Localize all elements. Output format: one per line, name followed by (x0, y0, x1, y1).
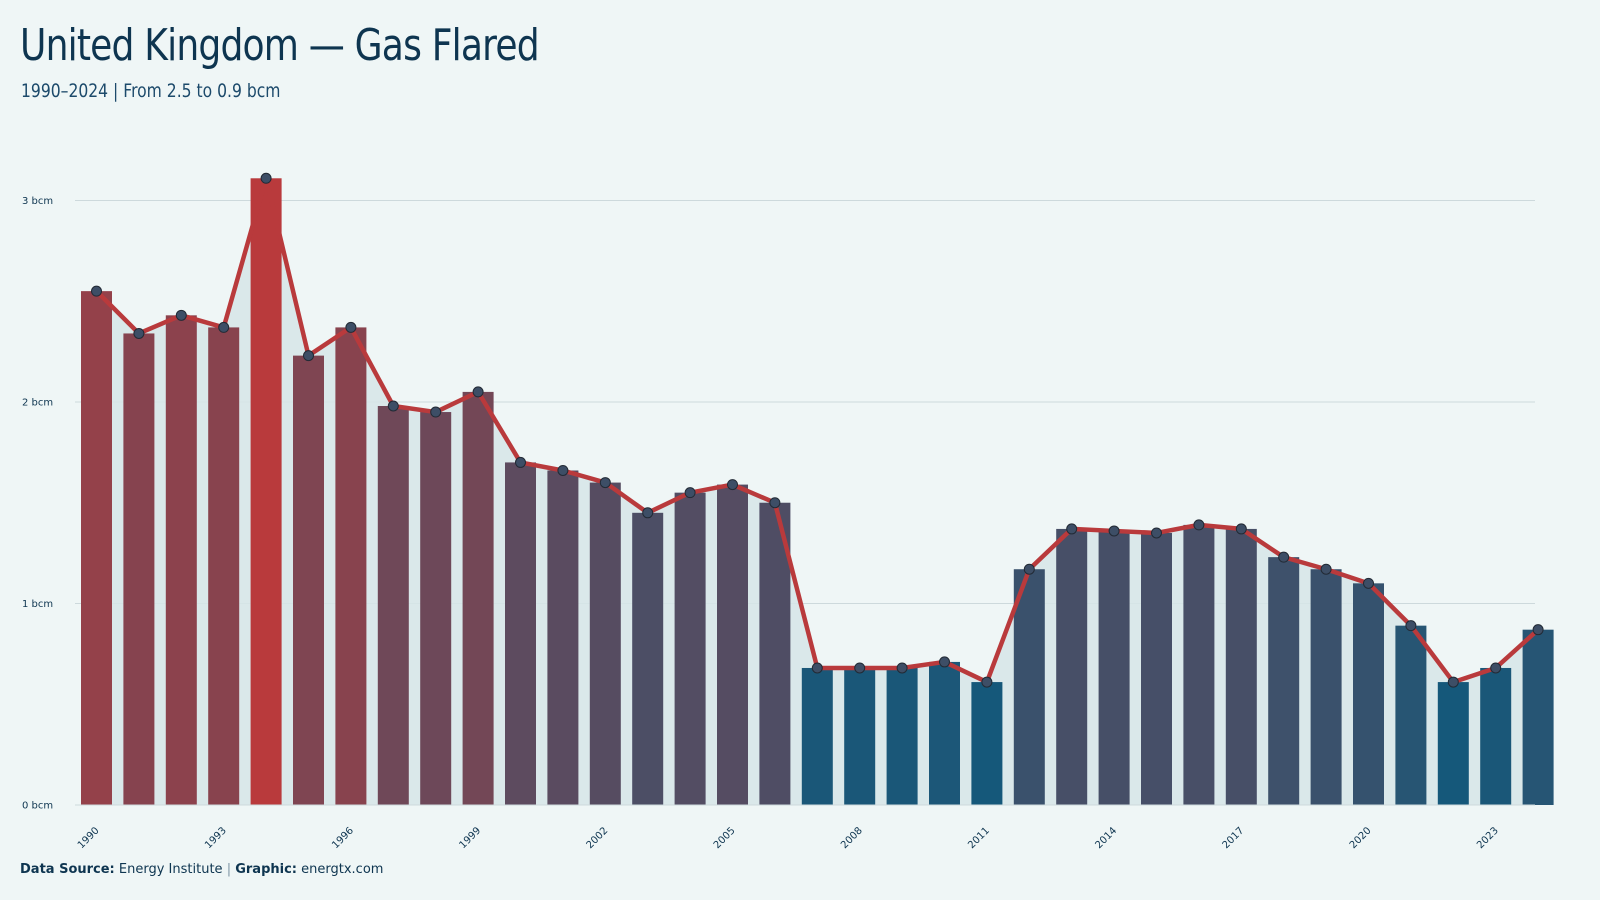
x-tick-label: 1993 (203, 825, 229, 851)
bar (81, 291, 112, 805)
bar (632, 512, 664, 805)
data-point (472, 386, 484, 398)
bar (971, 682, 1003, 805)
footer-credits: Data Source: Energy Institute | Graphic:… (20, 862, 383, 877)
data-point (1235, 523, 1247, 535)
bar (844, 667, 876, 805)
data-point (981, 676, 993, 688)
bar (1395, 625, 1427, 805)
bar (759, 502, 791, 805)
data-point (854, 662, 866, 674)
data-point (430, 406, 442, 418)
bar (1480, 667, 1512, 805)
bar (589, 482, 621, 805)
bar (674, 492, 706, 805)
graphic-value: energtx.com (301, 862, 384, 877)
data-point (1405, 620, 1417, 632)
data-point (345, 321, 357, 333)
bar (717, 484, 748, 805)
x-tick-label: 1996 (330, 825, 356, 851)
data-point (599, 477, 611, 489)
data-point (218, 321, 230, 333)
data-point (684, 487, 696, 499)
data-point (811, 662, 823, 674)
data-point (1490, 662, 1502, 674)
y-tick-label: 3 bcm (22, 196, 53, 207)
x-tick-label: 1999 (457, 825, 483, 851)
x-tick-label: 2008 (839, 825, 865, 851)
bar (250, 178, 282, 806)
bar (929, 661, 960, 805)
data-point (1193, 519, 1205, 531)
source-label: Data Source: (20, 862, 115, 877)
data-point (896, 662, 908, 674)
data-point (1532, 624, 1544, 636)
bar (1522, 629, 1554, 805)
bar (1353, 583, 1384, 805)
data-point (1151, 527, 1162, 539)
data-point (133, 327, 145, 339)
data-point (1108, 525, 1120, 537)
bar (886, 667, 918, 805)
data-point (387, 400, 399, 412)
x-tick-label: 2017 (1221, 825, 1247, 851)
bar (123, 333, 155, 805)
data-point (769, 497, 781, 509)
x-tick-label: 2020 (1348, 825, 1374, 851)
graphic-label: Graphic: (235, 862, 297, 877)
bar (1437, 682, 1469, 805)
bar (420, 412, 452, 805)
data-point (727, 479, 738, 491)
bar (1310, 569, 1342, 805)
data-point (1023, 563, 1035, 575)
bar (1141, 532, 1172, 805)
data-point (260, 172, 272, 184)
bar (1268, 557, 1300, 805)
chart-title: United Kingdom — Gas Flared (20, 20, 540, 71)
data-point (1278, 551, 1290, 563)
x-tick-label: 2005 (712, 825, 738, 851)
data-point (1447, 676, 1459, 688)
bar (377, 406, 409, 805)
bar (505, 462, 536, 805)
bar (293, 355, 324, 805)
source-value: Energy Institute (118, 862, 223, 877)
data-point (1320, 563, 1332, 575)
x-tick-label: 2023 (1475, 825, 1501, 851)
x-tick-label: 2002 (585, 825, 611, 851)
data-point (1363, 577, 1374, 589)
data-point (515, 456, 526, 468)
data-point (939, 656, 950, 668)
bar (1013, 569, 1045, 805)
bar (801, 667, 833, 805)
x-tick-label: 1990 (76, 825, 102, 851)
bar (208, 327, 240, 805)
bar (462, 391, 494, 805)
data-point (642, 507, 654, 519)
bar (1183, 524, 1215, 805)
y-tick-label: 1 bcm (22, 599, 53, 610)
data-point (557, 464, 569, 476)
bar (1225, 528, 1257, 805)
bar (547, 470, 579, 805)
data-point (1066, 523, 1078, 535)
y-tick-label: 2 bcm (22, 397, 53, 408)
bar (1098, 530, 1130, 805)
y-tick-label: 0 bcm (22, 801, 53, 812)
data-point (303, 350, 314, 362)
bar (335, 327, 367, 805)
data-point (91, 285, 102, 297)
x-tick-label: 2011 (966, 825, 992, 851)
area-fill (96, 178, 1539, 806)
chart-subtitle: 1990–2024 | From 2.5 to 0.9 bcm (21, 80, 281, 102)
footer-separator: | (226, 862, 232, 877)
x-tick-label: 2014 (1093, 825, 1119, 851)
bar (165, 315, 197, 805)
bar (1056, 528, 1088, 805)
data-point (175, 309, 187, 321)
